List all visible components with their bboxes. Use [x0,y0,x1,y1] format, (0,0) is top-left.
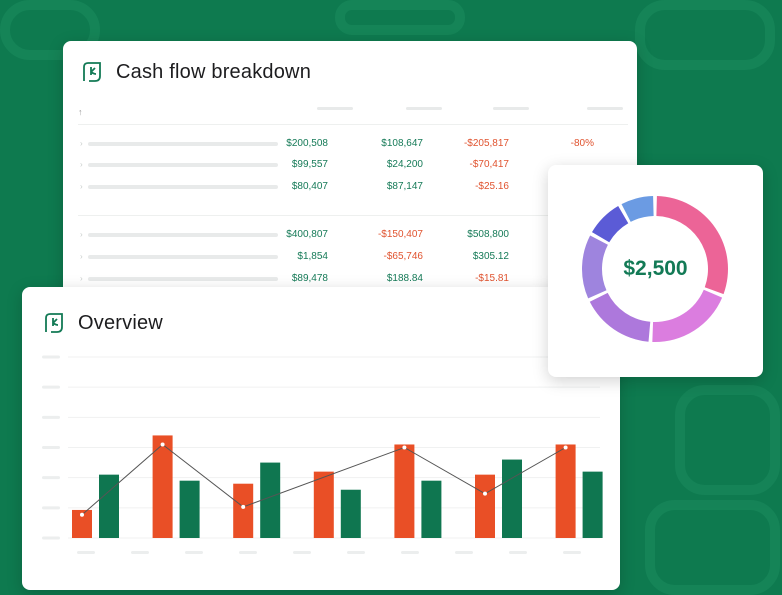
orange-bar [72,509,92,538]
x-tick-label [563,551,581,554]
table-cell: $1,854 [297,251,328,262]
orange-bar [394,444,415,538]
row-label-placeholder [88,163,278,167]
table-cell: -80% [570,138,594,149]
orange-bar [475,474,495,538]
orange-bar [152,435,173,538]
row-label-placeholder [88,255,278,259]
table-cell: $400,807 [286,229,328,240]
cash-flow-card: Cash flow breakdown ↑ › $200,508 $108,647 -… [63,41,637,301]
donut-total: $2,500 [623,257,688,280]
y-tick-label [42,446,60,449]
column-header[interactable] [493,107,529,110]
table-cell: $188.84 [386,273,423,284]
donut-slice [591,205,629,243]
donut-slice [621,196,654,222]
y-tick-label [42,506,60,510]
green-bar [502,459,522,538]
y-tick-label [42,476,60,480]
table-cell: $200,508 [286,138,328,149]
x-tick-label [455,551,473,554]
trend-point [563,445,568,450]
table-cell: -$15.81 [475,273,509,284]
expand-chevron-icon[interactable]: › [80,160,83,169]
row-label-placeholder [88,277,278,281]
table-cell: $99,557 [291,159,328,170]
expand-chevron-icon[interactable]: › [80,274,83,283]
column-header[interactable] [587,107,623,110]
cash-flow-title: Cash flow breakdown [116,61,312,83]
donut-chart [582,196,728,342]
overview-bar-chart [42,355,603,554]
expand-chevron-icon[interactable]: › [80,182,83,191]
trend-point [483,491,487,496]
table-cell: $108,647 [381,138,423,149]
donut-card: $2,500 [548,165,763,377]
green-bar [99,474,119,538]
table-cell: $24,200 [386,159,423,170]
sort-arrow-up-icon[interactable]: ↑ [78,107,83,117]
orange-bar [313,471,334,538]
orange-bar [233,483,254,538]
donut-slice [582,235,608,299]
table-cell: $80,407 [291,181,328,192]
table-cell: $87,147 [386,181,423,192]
overview-card: Overview [22,287,620,590]
x-tick-label [347,551,365,554]
trend-point [241,504,246,509]
logo-icon [45,313,63,333]
row-label-placeholder [88,233,278,237]
x-tick-label [131,551,149,554]
logo-icon [83,62,101,82]
y-tick-label [42,536,60,540]
y-tick-label [42,385,60,389]
y-tick-label [42,355,60,359]
expand-chevron-icon[interactable]: › [80,139,83,148]
trend-point [402,445,407,450]
donut-slice [652,289,723,342]
x-tick-label [185,551,203,554]
green-bar [421,480,442,538]
donut-slice [589,292,651,342]
green-bar [179,480,200,538]
row-label-placeholder [88,185,278,189]
table-cell: -$205,817 [463,138,509,149]
donut-slice [656,196,728,295]
trend-point [80,512,84,517]
y-tick-label [42,415,60,419]
green-bar [582,471,603,538]
trend-line [81,443,566,516]
trend-point [160,442,165,447]
column-header[interactable] [406,107,442,110]
expand-chevron-icon[interactable]: › [80,252,83,261]
row-label-placeholder [88,142,278,146]
x-tick-label [509,551,527,554]
table-cell: $508,800 [467,229,509,240]
overview-title: Overview [78,312,163,334]
table-cell: -$65,746 [383,251,423,262]
table-cell: $305.12 [472,251,509,262]
table-cell: -$70,417 [469,159,509,170]
table-cell: -$150,407 [377,229,423,240]
orange-bar [555,444,576,538]
expand-chevron-icon[interactable]: › [80,230,83,239]
x-tick-label [293,551,311,554]
table-cell: $89,478 [291,273,328,284]
table-cell: -$25.16 [475,181,509,192]
x-tick-label [239,551,257,554]
green-bar [340,489,361,538]
column-header[interactable] [317,107,353,110]
x-tick-label [77,551,95,554]
divider [78,124,628,125]
divider [78,215,548,216]
green-bar [260,462,281,538]
x-tick-label [401,551,419,554]
